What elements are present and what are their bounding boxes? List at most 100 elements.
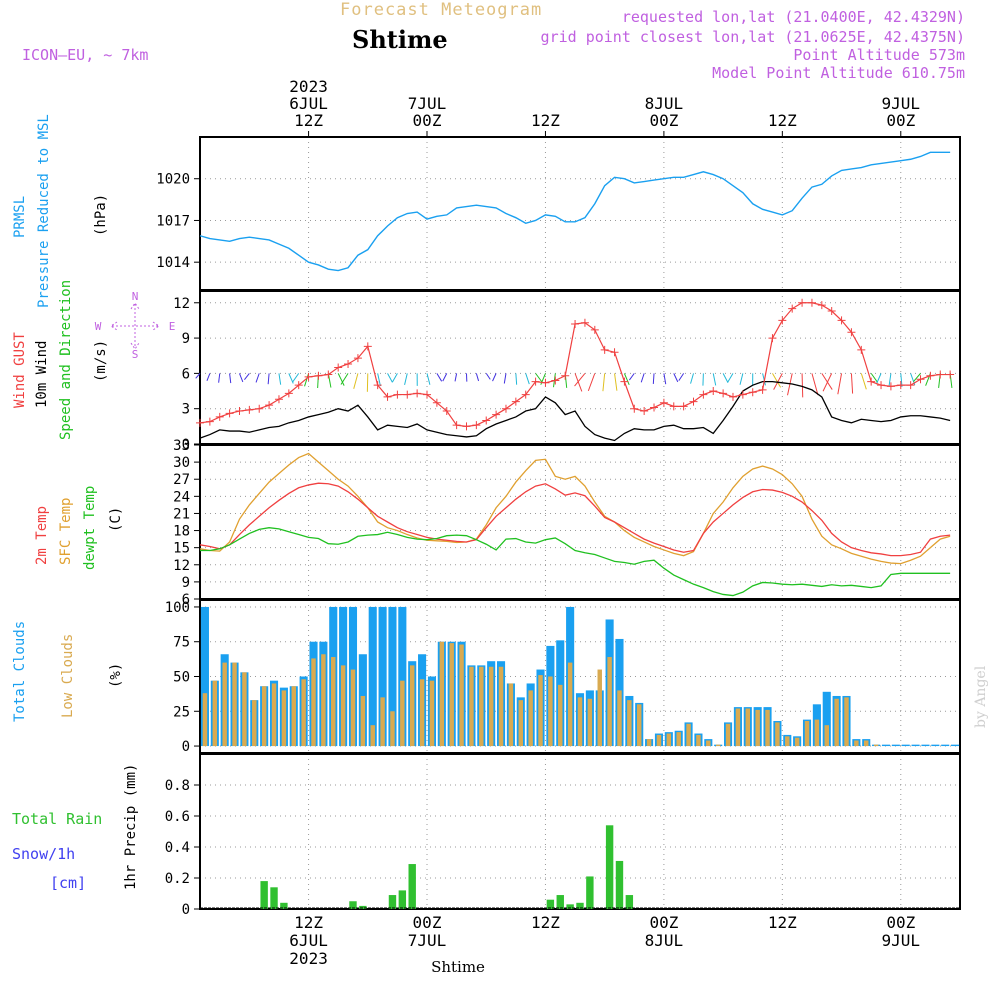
low-cloud-bar-32: [518, 700, 524, 747]
wind-arrow-50: [690, 373, 694, 384]
location-title: Shtime: [352, 25, 448, 54]
wind-ytick-label-0: 0: [182, 437, 190, 453]
low-cloud-bar-63: [824, 725, 829, 747]
low-cloud-bar-24: [439, 641, 445, 747]
gust-point-25: [442, 407, 451, 416]
requested-coords: requested lon,lat (21.0400E, 42.4329N): [622, 8, 965, 26]
low-cloud-bar-13: [331, 657, 336, 747]
gust-point-5: [245, 405, 254, 414]
low-cloud-bar-27: [469, 666, 474, 747]
gust-point-49: [679, 402, 688, 411]
low-cloud-bar-61: [804, 721, 810, 747]
bottom-tick-label-3-1: 8JUL: [645, 931, 684, 950]
temperature-ytick-label-5: 21: [173, 506, 190, 522]
wind-arrow-48: [673, 373, 679, 383]
wind-ytick-label-2: 6: [182, 366, 190, 382]
wind-ytick-label-1: 3: [182, 402, 190, 418]
rain-bar-9: [556, 895, 564, 909]
low-cloud-bar-23: [429, 680, 435, 747]
gust-point-73: [916, 375, 925, 384]
gust-point-21: [403, 390, 412, 399]
low-cloud-bar-36: [558, 684, 563, 747]
temp-2m-line: [199, 482, 951, 557]
gust-point-68: [867, 377, 876, 386]
low-cloud-bar-6: [261, 686, 267, 747]
top-tick-label-4-0: 12Z: [768, 111, 797, 130]
bottom-tick-label-2-0: 12Z: [531, 913, 560, 932]
gust-point-37: [561, 371, 570, 380]
top-tick-label-5-1: 00Z: [886, 111, 915, 130]
gust-point-32: [511, 397, 520, 406]
wind-arrow-31: [503, 373, 507, 384]
low-cloud-bar-57: [765, 709, 770, 747]
wind-arrow-6: [255, 373, 260, 383]
point-altitude: Point Altitude 573m: [793, 46, 965, 64]
bottom-tick-label-1-0: 00Z: [413, 913, 442, 932]
wind-arrow-55: [739, 373, 744, 385]
wind-arrow-68: [870, 373, 878, 383]
low-cloud-bar-35: [548, 676, 553, 747]
low-cloud-bar-22: [419, 679, 425, 747]
wind-unit: (m/s): [93, 340, 109, 382]
precip-label-snow: Snow/1h: [12, 845, 75, 863]
top-tick-label-0-1: 6JUL: [289, 94, 328, 113]
low-cloud-bar-53: [725, 723, 731, 747]
precip-ytick-label-4: 0.8: [165, 778, 190, 794]
gust-point-36: [551, 376, 560, 385]
temperature-ytick-label-1: 9: [182, 575, 190, 591]
wind-arrow-18: [377, 373, 381, 387]
gust-point-71: [896, 381, 905, 390]
low-cloud-bar-8: [281, 690, 287, 747]
gust-point-4: [235, 407, 244, 416]
wind-arrow-15: [340, 373, 349, 385]
gust-point-41: [600, 345, 609, 354]
gust-point-65: [837, 316, 846, 325]
low-cloud-bar-10: [301, 679, 306, 747]
compass-cross-icon: [110, 302, 160, 350]
low-cloud-bar-59: [785, 736, 790, 747]
wind-ytick-label-3: 9: [182, 331, 190, 347]
gust-point-40: [590, 325, 599, 334]
wind-arrow-11: [304, 373, 310, 387]
gust-point-54: [728, 392, 737, 401]
gust-point-74: [926, 371, 935, 380]
rain-bar-11: [576, 902, 584, 909]
low-cloud-bar-7: [271, 683, 277, 747]
gust-point-23: [423, 390, 432, 399]
temp-unit: (C): [108, 507, 124, 532]
gust-point-2: [215, 412, 224, 421]
wind-arrow-49: [678, 373, 685, 381]
rain-bar-15: [625, 895, 634, 909]
pressure-ytick-label-0: 1014: [156, 255, 190, 271]
wind-arrow-52: [712, 373, 717, 386]
low-cloud-bar-37: [567, 662, 573, 747]
watermark: by Angel: [973, 665, 989, 728]
cloud-unit: (%): [108, 663, 124, 688]
clouds-panel: 0 25 50 75 100: [165, 599, 961, 755]
temp-label-dewpt: dewpt Temp: [82, 486, 98, 570]
rain-bar-2: [280, 902, 288, 909]
wind-arrow-61: [801, 373, 804, 398]
gust-point-46: [650, 403, 659, 412]
pressure-line: [199, 151, 951, 272]
precip-frame: [199, 753, 961, 910]
bottom-tick-label-5-0: 00Z: [886, 913, 915, 932]
gust-point-57: [758, 385, 767, 394]
gust-point-61: [798, 298, 807, 307]
low-cloud-bar-31: [508, 683, 514, 747]
low-cloud-bar-51: [706, 740, 711, 747]
wind-arrow-39: [574, 373, 586, 387]
low-cloud-bar-5: [252, 700, 257, 747]
wind-arrow-33: [525, 373, 530, 385]
low-cloud-bar-46: [656, 734, 662, 747]
gust-point-9: [284, 389, 293, 398]
total-cloud-bar-75: [941, 744, 950, 747]
low-cloud-bar-55: [745, 708, 751, 747]
low-cloud-bar-56: [755, 709, 760, 747]
gust-point-50: [689, 397, 698, 406]
wind-arrow-16: [353, 373, 359, 389]
low-cloud-bar-17: [370, 725, 375, 747]
low-cloud-bar-48: [676, 732, 681, 747]
total-cloud-bar-74: [931, 744, 940, 747]
clouds-ytick-label-3: 75: [173, 635, 190, 651]
